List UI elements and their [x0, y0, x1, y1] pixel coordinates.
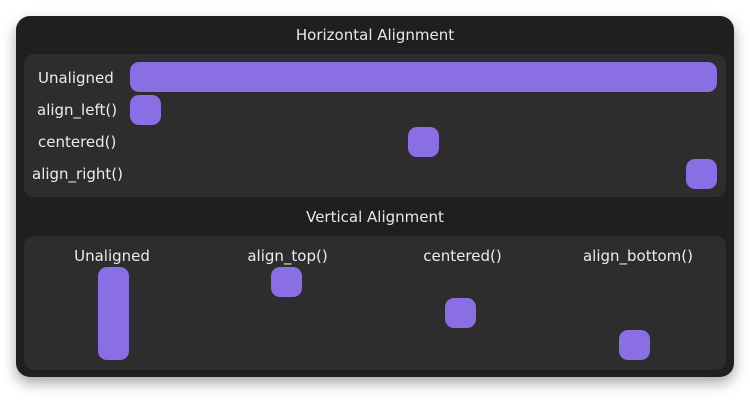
row-label-align-left: align_left() [37, 101, 118, 119]
vertical-alignment-title: Vertical Alignment [306, 208, 444, 226]
block-align-bottom [619, 330, 650, 360]
block-unaligned-vertical [98, 267, 129, 360]
row-label-centered-horizontal: centered() [38, 133, 117, 151]
column-label-align-top: align_top() [247, 247, 328, 265]
block-align-left [130, 95, 161, 125]
alignment-demo-window: Horizontal Alignment Unaligned align_lef… [16, 16, 734, 377]
block-unaligned-horizontal [130, 62, 717, 92]
block-centered-vertical [445, 298, 476, 328]
column-label-unaligned: Unaligned [74, 247, 150, 265]
horizontal-alignment-panel: Unaligned align_left() centered() align_… [24, 54, 726, 197]
block-align-top [271, 267, 302, 297]
column-label-centered-vertical: centered() [423, 247, 502, 265]
row-label-unaligned: Unaligned [38, 69, 114, 87]
vertical-alignment-panel: Unaligned align_top() centered() align_b… [24, 236, 726, 370]
horizontal-alignment-title: Horizontal Alignment [295, 26, 455, 44]
block-align-right [686, 159, 717, 189]
row-label-align-right: align_right() [32, 165, 124, 183]
column-label-align-bottom: align_bottom() [582, 247, 693, 265]
block-centered-horizontal [408, 127, 439, 157]
